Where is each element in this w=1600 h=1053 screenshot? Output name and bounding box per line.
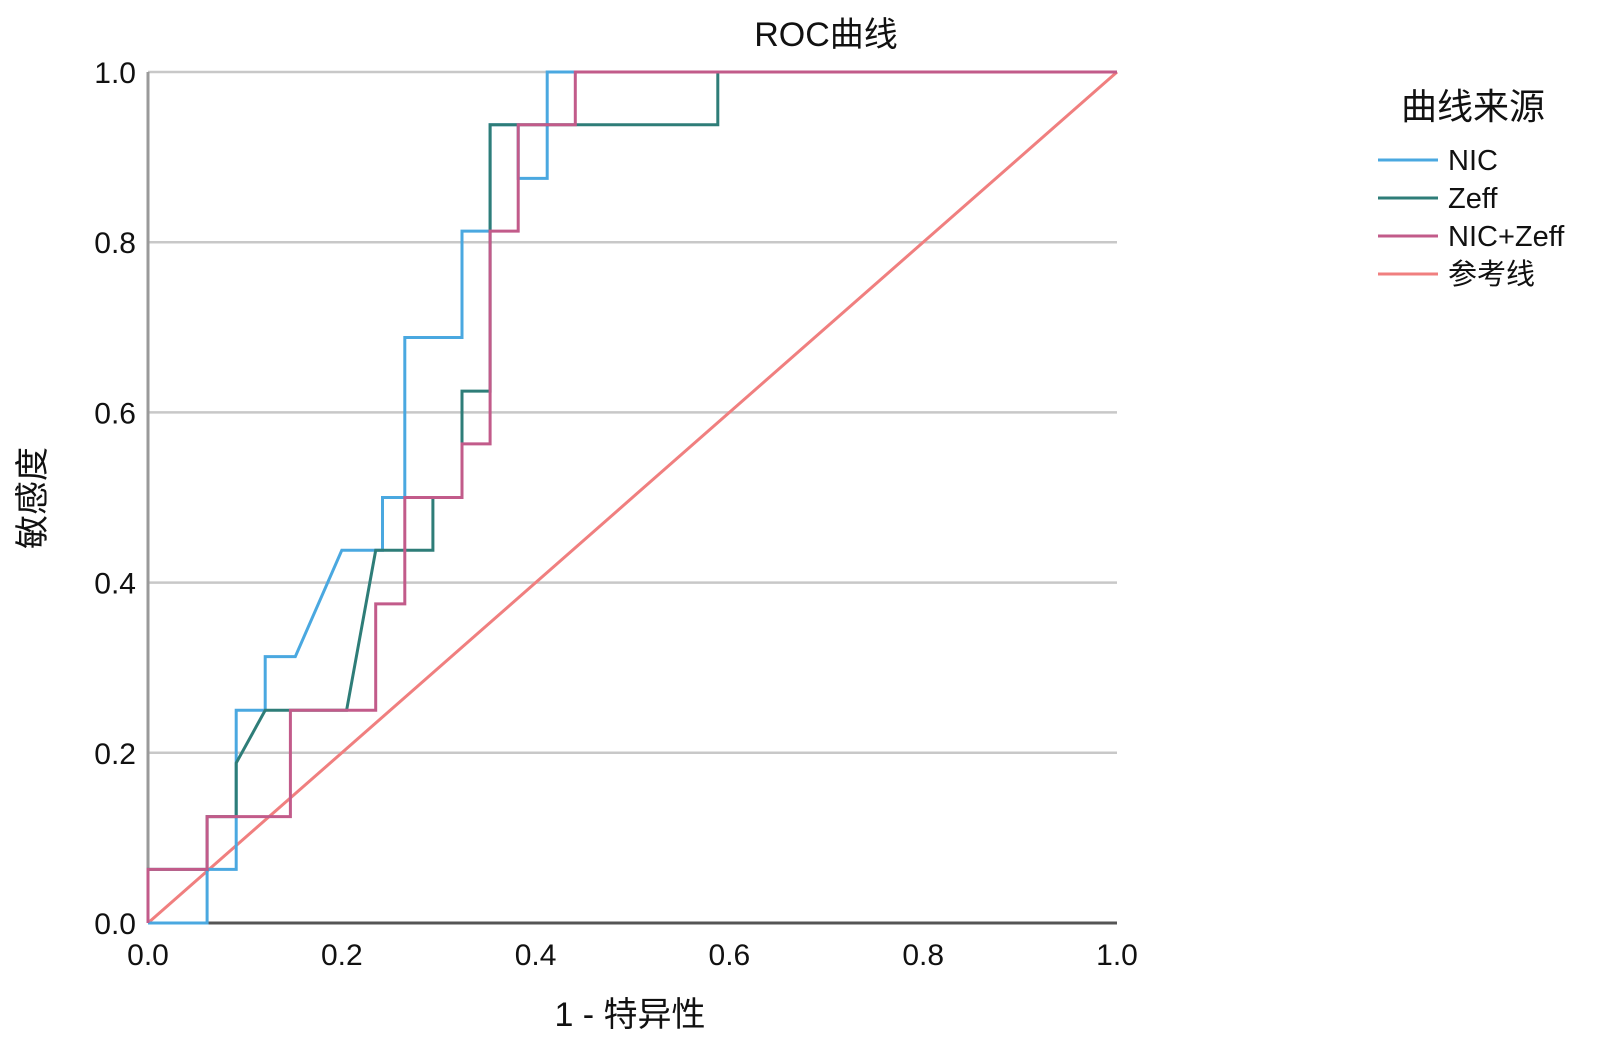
legend-title: 曲线来源 [1401, 86, 1545, 127]
legend-label: NIC [1448, 145, 1498, 177]
grid-lines [148, 70, 1117, 755]
chart-title: ROC曲线 [754, 16, 898, 54]
series-line-2 [146, 70, 1117, 923]
y-tick-label: 0.6 [94, 397, 136, 430]
series-line-3 [147, 70, 1118, 925]
tick-labels: 0.0 0.2 0.4 0.6 0.8 1.0 0.0 0.2 0.4 0.6 0.8 1.0 [94, 57, 1138, 972]
legend-label: 参考线 [1448, 258, 1535, 291]
legend: 曲线来源 NIC Zeff NIC+Zeff 参考线 [1378, 86, 1565, 291]
legend-label: NIC+Zeff [1448, 221, 1565, 253]
y-tick-label: 0.4 [94, 568, 136, 601]
x-tick-label: 0.4 [515, 939, 557, 972]
x-axis-label: 1 - 特异性 [554, 996, 705, 1034]
x-tick-label: 0.8 [902, 939, 944, 972]
x-tick-label: 0.6 [709, 939, 751, 972]
y-tick-label: 0.8 [94, 227, 136, 260]
legend-items: NIC Zeff NIC+Zeff 参考线 [1378, 145, 1565, 291]
x-tick-label: 0.0 [127, 939, 169, 972]
x-tick-label: 1.0 [1096, 939, 1138, 972]
y-tick-label: 1.0 [94, 57, 136, 90]
legend-label: Zeff [1448, 183, 1498, 215]
y-tick-label: 0.0 [94, 908, 136, 941]
y-tick-label: 0.2 [94, 738, 136, 771]
x-tick-label: 0.2 [321, 939, 363, 972]
series-lines [146, 70, 1118, 925]
y-axis-label: 敏感度 [14, 447, 52, 549]
